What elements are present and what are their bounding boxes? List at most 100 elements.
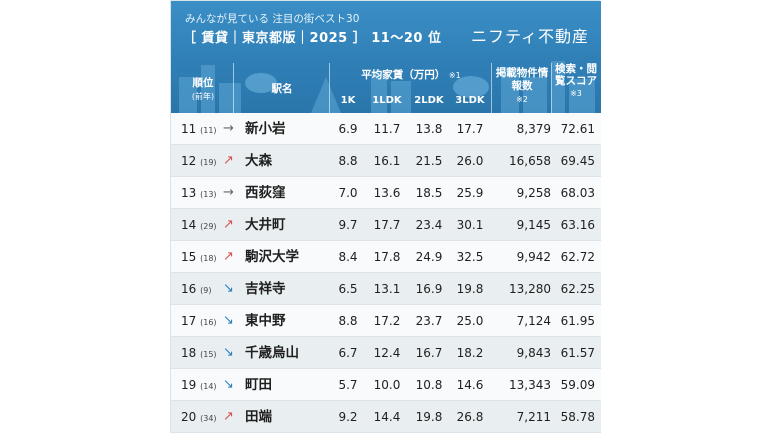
rent-1ldk: 17.7 — [373, 218, 401, 232]
station-name: 町田 — [245, 377, 272, 393]
listing-count: 7,211 — [516, 410, 551, 424]
rent-1ldk: 14.4 — [373, 410, 401, 424]
rent-2ldk: 10.8 — [415, 378, 443, 392]
trend-down-icon: ↘ — [223, 345, 234, 360]
column-headers: 順位 (前年) 駅名 平均家賃（万円） ※1 1K 1LDK 2LDK 3LDK… — [171, 63, 601, 113]
rent-3ldk: 25.0 — [456, 314, 484, 328]
rent-1ldk: 10.0 — [373, 378, 401, 392]
ranking-card: みんなが見ている 注目の街ベスト30 ［ 賃貸｜東京都版｜2025 ］ 11〜2… — [170, 0, 601, 433]
station-name: 吉祥寺 — [245, 281, 286, 297]
previous-rank: (13) — [200, 190, 217, 199]
table-row: 16 (9) ↘ 吉祥寺 6.5 13.1 16.9 19.8 13,280 62.25 — [171, 273, 601, 305]
score-header-label: 検索・閲覧スコア — [555, 63, 597, 87]
previous-rank: (29) — [200, 222, 217, 231]
listings-header-label: 掲載物件情報数 — [495, 67, 549, 92]
search-score: 59.09 — [560, 378, 595, 392]
rent-1k: 7.0 — [338, 186, 358, 200]
rank-number: 16 — [181, 282, 197, 296]
table-row: 12 (19) ↗ 大森 8.8 16.1 21.5 26.0 16,658 69.45 — [171, 145, 601, 177]
rent-1k: 5.7 — [338, 378, 358, 392]
score-header: 検索・閲覧スコア ※3 — [553, 63, 599, 100]
ranking-table: 11 (11) → 新小岩 6.9 11.7 13.8 17.7 8,379 72.61 12 (… — [171, 113, 601, 433]
rent-3ldk: 30.1 — [456, 218, 484, 232]
station-name: 大井町 — [245, 217, 286, 233]
column-divider — [491, 63, 492, 113]
trend-flat-icon: → — [223, 185, 234, 200]
rent-3ldk: 32.5 — [456, 250, 484, 264]
table-row: 14 (29) ↗ 大井町 9.7 17.7 23.4 30.1 9,145 63.16 — [171, 209, 601, 241]
rent-1ldk: 13.6 — [373, 186, 401, 200]
rent-3ldk: 17.7 — [456, 122, 484, 136]
rent-1k: 6.9 — [338, 122, 358, 136]
table-row: 13 (13) → 西荻窪 7.0 13.6 18.5 25.9 9,258 68.03 — [171, 177, 601, 209]
table-row: 17 (16) ↘ 東中野 8.8 17.2 23.7 25.0 7,124 61.95 — [171, 305, 601, 337]
rank-cell: 11 (11) — [181, 113, 217, 145]
search-score: 61.95 — [560, 314, 595, 328]
rent-3ldk: 26.0 — [456, 154, 484, 168]
row-divider — [171, 176, 601, 177]
listings-note: ※2 — [516, 95, 528, 104]
rank-cell: 16 (9) — [181, 273, 211, 305]
rank-number: 20 — [181, 410, 197, 424]
rent-1k: 6.7 — [338, 346, 358, 360]
previous-rank: (34) — [200, 414, 217, 423]
trend-up-icon: ↗ — [223, 217, 234, 232]
brand-logo: ニフティ不動産 — [470, 27, 589, 46]
rank-number: 18 — [181, 346, 197, 360]
rent-3ldk: 25.9 — [456, 186, 484, 200]
column-divider — [329, 63, 330, 113]
table-row: 11 (11) → 新小岩 6.9 11.7 13.8 17.7 8,379 72.61 — [171, 113, 601, 145]
listing-count: 9,258 — [516, 186, 551, 200]
rent-1ldk: 17.8 — [373, 250, 401, 264]
rank-number: 14 — [181, 218, 197, 232]
station-name: 田端 — [245, 409, 272, 425]
score-note: ※3 — [570, 89, 582, 98]
rank-cell: 20 (34) — [181, 401, 217, 433]
rank-cell: 13 (13) — [181, 177, 217, 209]
station-name: 西荻窪 — [245, 185, 286, 201]
previous-rank: (11) — [200, 126, 217, 135]
listing-count: 9,942 — [516, 250, 551, 264]
row-divider — [171, 240, 601, 241]
rent-2ldk: 13.8 — [415, 122, 443, 136]
table-row: 18 (15) ↘ 千歳烏山 6.7 12.4 16.7 18.2 9,843 61.57 — [171, 337, 601, 369]
rank-cell: 12 (19) — [181, 145, 217, 177]
listing-count: 16,658 — [509, 154, 551, 168]
ldk1-header: 1LDK — [372, 95, 402, 106]
row-divider — [171, 272, 601, 273]
rent-1ldk: 17.2 — [373, 314, 401, 328]
row-divider — [171, 336, 601, 337]
column-divider — [233, 63, 234, 113]
search-score: 61.57 — [560, 346, 595, 360]
trend-down-icon: ↘ — [223, 377, 234, 392]
trend-down-icon: ↘ — [223, 313, 234, 328]
rent-2ldk: 18.5 — [415, 186, 443, 200]
rent-3ldk: 18.2 — [456, 346, 484, 360]
trend-up-icon: ↗ — [223, 249, 234, 264]
rank-header: 順位 (前年) — [175, 75, 231, 102]
rent-1ldk: 12.4 — [373, 346, 401, 360]
table-row: 15 (18) ↗ 駒沢大学 8.4 17.8 24.9 32.5 9,942 62.72 — [171, 241, 601, 273]
rent-1k: 6.5 — [338, 282, 358, 296]
rent-2ldk: 21.5 — [415, 154, 443, 168]
trend-down-icon: ↘ — [223, 281, 234, 296]
table-row: 19 (14) ↘ 町田 5.7 10.0 10.8 14.6 13,343 59.09 — [171, 369, 601, 401]
previous-rank: (9) — [200, 286, 212, 295]
rank-number: 15 — [181, 250, 197, 264]
rank-prev-label: (前年) — [191, 92, 215, 101]
rent-2ldk: 16.7 — [415, 346, 443, 360]
listing-count: 9,843 — [516, 346, 551, 360]
rent-2ldk: 19.8 — [415, 410, 443, 424]
trend-up-icon: ↗ — [223, 409, 234, 424]
k1-header: 1K — [340, 95, 356, 106]
rent-2ldk: 23.4 — [415, 218, 443, 232]
previous-rank: (15) — [200, 350, 217, 359]
rent-3ldk: 14.6 — [456, 378, 484, 392]
rank-number: 17 — [181, 314, 197, 328]
row-divider — [171, 144, 601, 145]
rank-number: 13 — [181, 186, 197, 200]
row-divider — [171, 208, 601, 209]
ldk2-header: 2LDK — [414, 95, 444, 106]
search-score: 62.72 — [560, 250, 595, 264]
listing-count: 8,379 — [516, 122, 551, 136]
